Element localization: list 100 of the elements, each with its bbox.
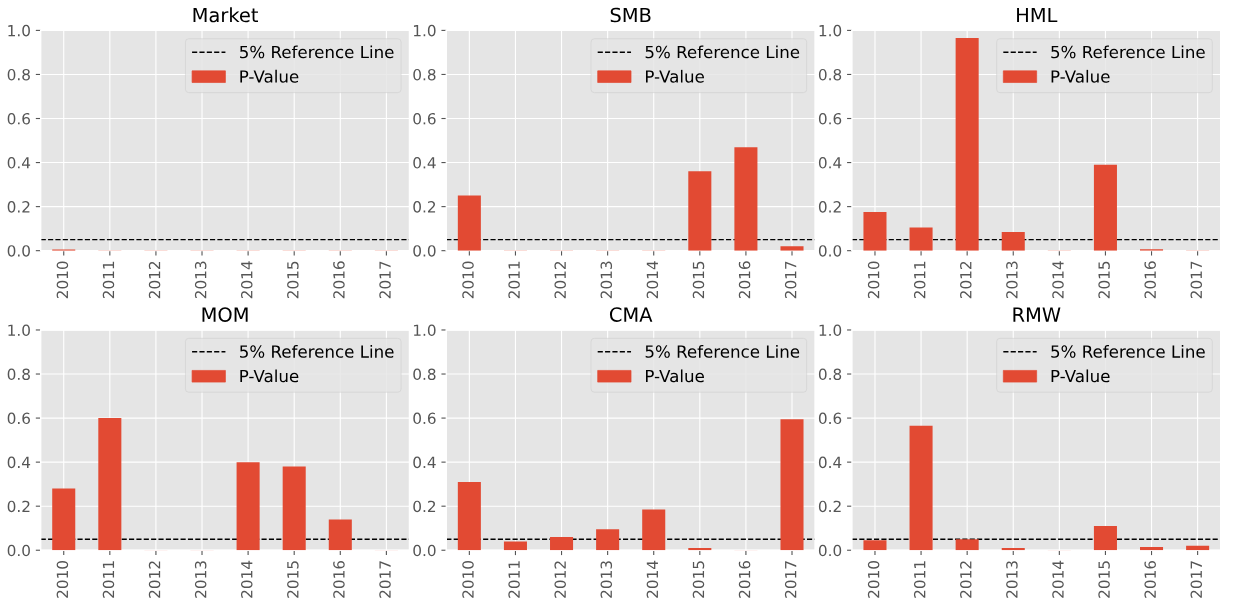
x-tick-label: 2012 bbox=[960, 261, 972, 299]
chart-title: MOM bbox=[202, 307, 248, 322]
legend-label: 5% Reference Line bbox=[240, 45, 394, 59]
x-tick-label: 2010 bbox=[462, 560, 474, 598]
x-tick-label: 2016 bbox=[738, 261, 751, 299]
y-tick-label: 0.6 bbox=[413, 412, 436, 425]
y-tick-label: 0.8 bbox=[818, 68, 842, 81]
legend-label: 5% Reference Line bbox=[1051, 344, 1205, 358]
x-tick-label: 2016 bbox=[738, 560, 751, 598]
y-tick-label: 0.2 bbox=[7, 500, 30, 513]
y-tick-label: 1.0 bbox=[819, 324, 842, 336]
x-tick-label: 2011 bbox=[913, 261, 926, 299]
x-tick-label: 2017 bbox=[1190, 561, 1203, 598]
chart-title: HML bbox=[1017, 7, 1058, 23]
legend-label: 5% Reference Line bbox=[645, 344, 800, 358]
x-tick-label: 2012 bbox=[960, 561, 972, 598]
y-tick-label: 1.0 bbox=[819, 24, 842, 37]
x-tick-label: 2017 bbox=[1190, 261, 1203, 299]
x-tick-label: 2012 bbox=[554, 561, 566, 598]
x-tick-label: 2014 bbox=[646, 560, 659, 598]
y-tick-label: 0.4 bbox=[7, 456, 31, 469]
y-tick-label: 1.0 bbox=[413, 324, 436, 336]
x-tick-label: 2013 bbox=[600, 561, 613, 598]
x-tick-label: 2010 bbox=[56, 560, 69, 598]
x-tick-label: 2015 bbox=[287, 261, 299, 299]
x-tick-label: 2014 bbox=[1052, 560, 1064, 598]
y-tick-label: 0.8 bbox=[413, 368, 436, 381]
x-tick-label: 2011 bbox=[102, 261, 115, 299]
y-tick-label: 0.8 bbox=[818, 368, 842, 381]
x-tick-label: 2017 bbox=[784, 561, 797, 598]
y-tick-label: 0.8 bbox=[7, 68, 30, 81]
y-tick-label: 0.2 bbox=[818, 500, 841, 513]
chart-title: SMB bbox=[610, 7, 651, 23]
y-tick-label: 0.8 bbox=[413, 68, 436, 81]
y-tick-label: 0.4 bbox=[413, 157, 436, 169]
x-tick-label: 2014 bbox=[646, 261, 659, 299]
x-tick-label: 2012 bbox=[148, 561, 161, 598]
y-tick-label: 0.6 bbox=[818, 412, 842, 425]
x-tick-label: 2014 bbox=[240, 560, 253, 598]
y-tick-label: 1.0 bbox=[413, 24, 436, 37]
y-tick-label: 0.2 bbox=[7, 201, 30, 213]
x-tick-label: 2011 bbox=[508, 261, 520, 299]
x-tick-label: 2016 bbox=[333, 560, 345, 598]
x-tick-label: 2011 bbox=[508, 561, 520, 598]
x-tick-label: 2013 bbox=[1006, 561, 1018, 598]
x-tick-label: 2011 bbox=[913, 561, 926, 598]
legend-label: 5% Reference Line bbox=[240, 344, 394, 358]
y-tick-label: 0.4 bbox=[818, 157, 842, 169]
chart-title: CMA bbox=[609, 307, 653, 322]
x-tick-label: 2013 bbox=[194, 261, 207, 299]
legend-label: P-Value bbox=[240, 69, 299, 83]
legend-label: P-Value bbox=[646, 69, 704, 83]
legend-label: 5% Reference Line bbox=[1051, 45, 1205, 59]
x-tick-label: 2010 bbox=[462, 261, 474, 299]
x-tick-label: 2017 bbox=[784, 261, 797, 299]
y-tick-label: 0.0 bbox=[818, 544, 842, 557]
x-tick-label: 2010 bbox=[867, 560, 880, 598]
x-tick-label: 2017 bbox=[379, 261, 391, 299]
x-tick-label: 2013 bbox=[1006, 261, 1018, 299]
x-tick-label: 2014 bbox=[1052, 261, 1064, 299]
x-tick-label: 2010 bbox=[867, 261, 880, 299]
y-tick-label: 0.4 bbox=[413, 456, 436, 469]
y-tick-label: 0.4 bbox=[7, 157, 31, 169]
x-tick-label: 2017 bbox=[379, 561, 391, 598]
y-tick-label: 0.0 bbox=[7, 544, 30, 557]
x-tick-label: 2015 bbox=[692, 261, 705, 299]
chart-title: Market bbox=[193, 7, 259, 23]
x-tick-label: 2016 bbox=[333, 261, 345, 299]
legend-label: P-Value bbox=[240, 369, 299, 383]
y-tick-label: 0.2 bbox=[818, 201, 841, 213]
x-tick-label: 2010 bbox=[56, 261, 69, 299]
y-tick-label: 0.4 bbox=[818, 456, 842, 469]
legend-label: P-Value bbox=[1051, 369, 1110, 383]
y-tick-label: 0.6 bbox=[413, 112, 436, 125]
y-tick-label: 0.0 bbox=[413, 245, 436, 257]
x-tick-label: 2013 bbox=[600, 261, 613, 299]
x-tick-label: 2012 bbox=[554, 261, 566, 299]
y-tick-label: 0.2 bbox=[413, 201, 436, 213]
x-tick-label: 2012 bbox=[148, 261, 161, 299]
x-tick-label: 2013 bbox=[194, 561, 207, 598]
y-tick-label: 0.6 bbox=[7, 112, 31, 125]
x-tick-label: 2016 bbox=[1144, 560, 1156, 598]
y-tick-label: 0.6 bbox=[818, 112, 842, 125]
legend-label: P-Value bbox=[646, 369, 704, 383]
chart-title: RMW bbox=[1013, 307, 1061, 322]
x-tick-label: 2011 bbox=[102, 561, 115, 598]
x-tick-label: 2015 bbox=[287, 561, 299, 598]
x-tick-label: 2015 bbox=[1098, 261, 1110, 299]
y-tick-label: 0.8 bbox=[7, 368, 30, 381]
y-tick-label: 1.0 bbox=[8, 24, 30, 37]
legend-label: P-Value bbox=[1051, 69, 1110, 83]
x-tick-label: 2016 bbox=[1144, 261, 1156, 299]
x-tick-label: 2015 bbox=[1098, 561, 1110, 598]
x-tick-label: 2014 bbox=[240, 261, 253, 299]
y-tick-label: 0.6 bbox=[7, 412, 31, 425]
y-tick-label: 0.0 bbox=[7, 245, 30, 257]
y-tick-label: 0.0 bbox=[413, 544, 436, 557]
legend-label: 5% Reference Line bbox=[645, 45, 800, 59]
x-tick-label: 2015 bbox=[692, 561, 705, 598]
y-tick-label: 1.0 bbox=[8, 324, 30, 336]
